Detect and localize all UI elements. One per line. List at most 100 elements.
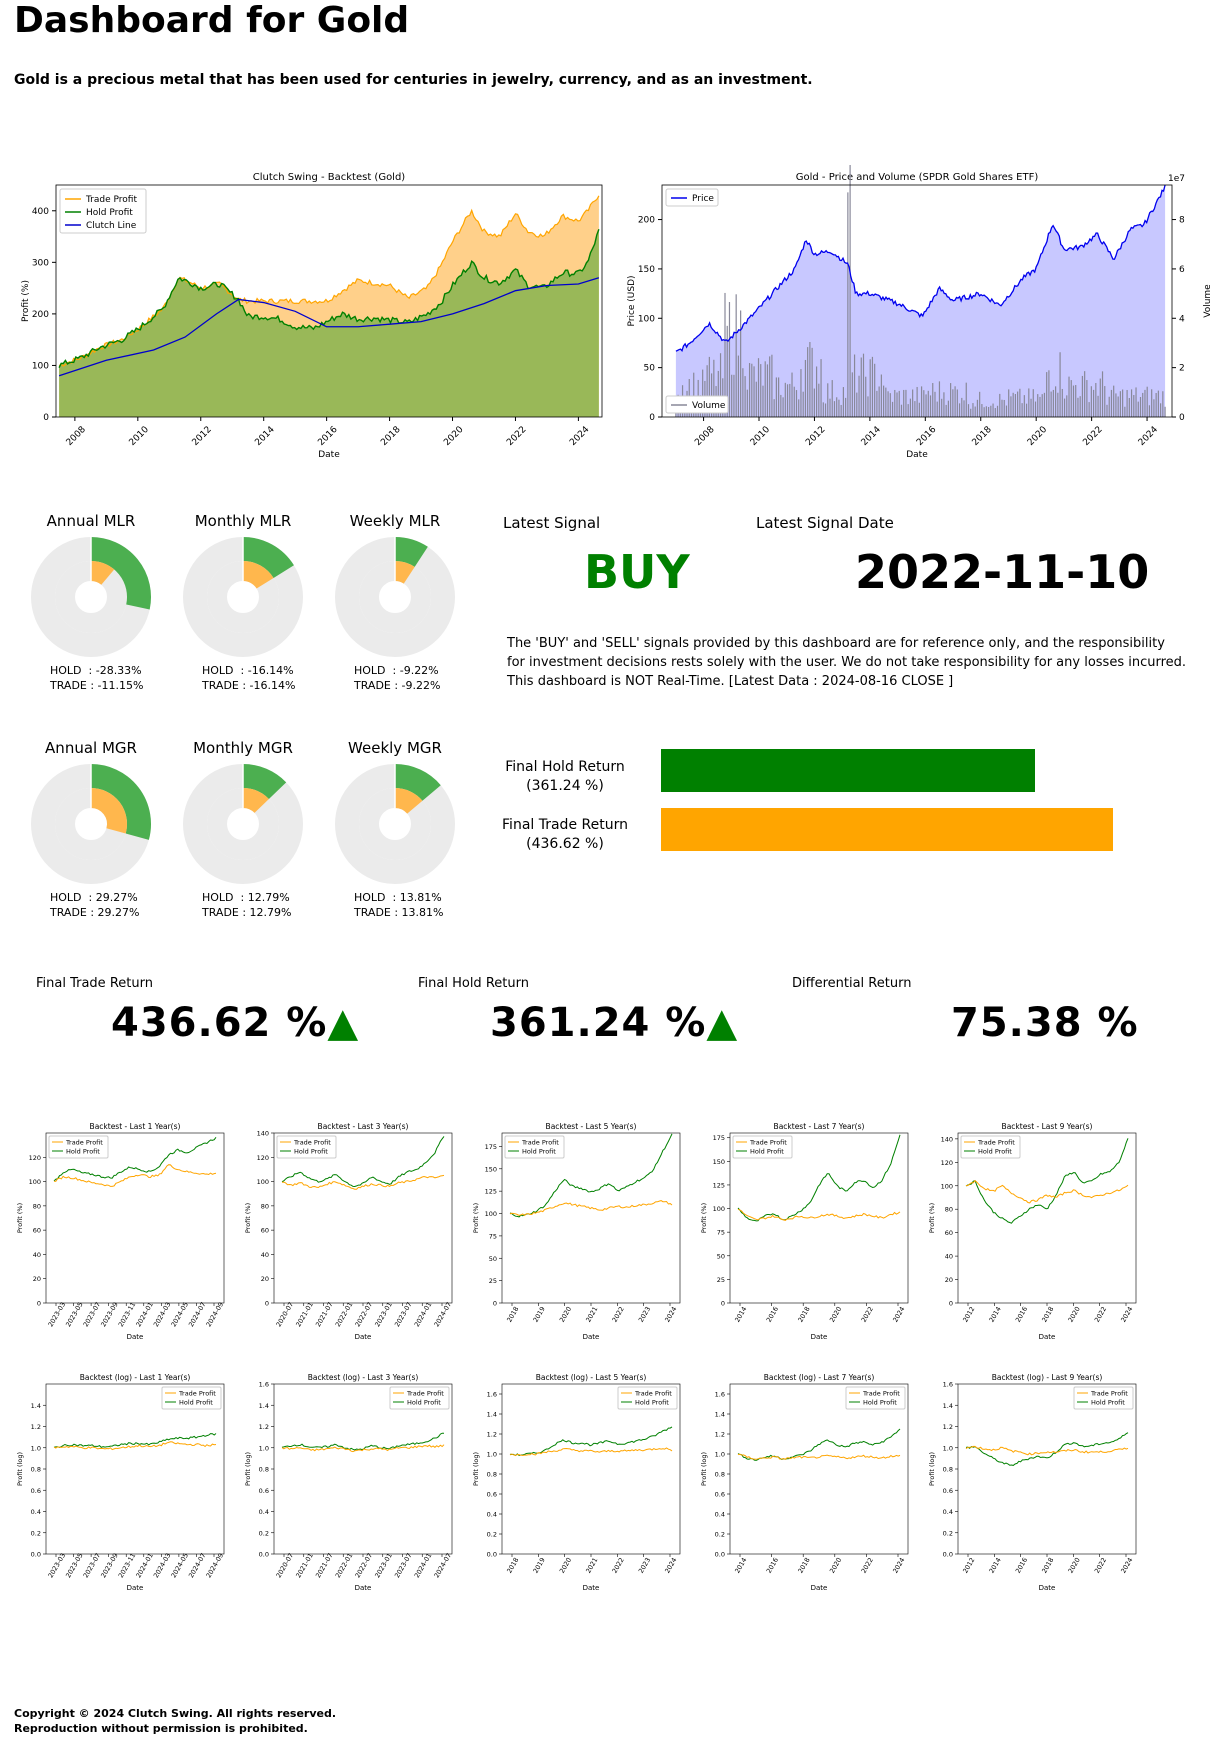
disclaimer-line: This dashboard is NOT Real-Time. [Latest… <box>507 674 954 689</box>
legend-box <box>732 1135 793 1159</box>
small-backtest-chart: Backtest (log) - Last 5 Year(s) 0.0 0.2 0.4… <box>472 1373 681 1592</box>
plot-frame <box>661 184 1173 418</box>
y-tick-label: 400 <box>32 207 49 217</box>
y-tick-label: 1.4 <box>31 1402 41 1410</box>
gauge-ring-chart <box>183 764 303 884</box>
y-tick-label: 120 <box>941 1159 953 1167</box>
y-tick-label: 60 <box>261 1227 269 1235</box>
chart-title: Backtest (log) - Last 9 Year(s) <box>992 1373 1103 1382</box>
y-tick-label: 0.8 <box>943 1466 953 1474</box>
y-tick-label: 0.4 <box>31 1508 41 1516</box>
gauge-card: Annual MLR HOLD : -28.33% TRADE : -11.15% <box>30 512 152 693</box>
x-tick-label: 2023 <box>637 1556 652 1574</box>
hold-profit-line <box>53 1136 217 1182</box>
trade-profit-line <box>53 1164 217 1187</box>
y-tick-label: 0.0 <box>715 1551 725 1559</box>
trade-ring-arc <box>394 788 423 815</box>
y-tick-label: 100 <box>32 361 49 371</box>
gauge-card: Monthly MGR HOLD : 12.79% TRADE : 12.79% <box>182 739 304 920</box>
y-tick-label: 1.2 <box>487 1431 497 1439</box>
hold-ring-arc <box>90 537 151 610</box>
x-axis-label: Date <box>355 1333 372 1341</box>
trade-profit-line <box>509 1447 673 1457</box>
legend-label: Trade Profit <box>977 1139 1015 1147</box>
small-backtest-chart: Backtest - Last 5 Year(s) 0 25 50 75 100 125 15… <box>472 1122 681 1341</box>
x-tick-label: 2021 <box>584 1305 599 1323</box>
x-axis-label: Date <box>811 1584 828 1592</box>
up-arrow-icon: ▲ <box>706 1000 739 1046</box>
y-tick-label: 0.8 <box>259 1466 269 1474</box>
x-tick-label: 2012 <box>804 425 827 448</box>
page-title: Dashboard for Gold <box>14 0 410 41</box>
y-tick-label: 0.2 <box>943 1529 953 1537</box>
y-tick-label: 1.2 <box>715 1431 725 1439</box>
x-axis-label: Date <box>1039 1333 1056 1341</box>
chart-title: Backtest - Last 5 Year(s) <box>546 1122 637 1131</box>
x-tick-label: 2024 <box>891 1305 906 1323</box>
y-axis-label: Profit (log) <box>244 1452 252 1486</box>
x-tick-label: 2020 <box>828 1305 843 1323</box>
y-axis-label: Price (USD) <box>627 275 637 326</box>
y-tick-label: 25 <box>717 1276 725 1284</box>
y-tick-label: 100 <box>638 314 655 324</box>
disclaimer-line: The 'BUY' and 'SELL' signals provided by… <box>507 636 1165 651</box>
legend-label: Hold Profit <box>978 1148 1012 1156</box>
gauge-ring-chart <box>335 537 455 657</box>
trade-profit-line <box>58 195 600 367</box>
small-backtest-chart: Backtest (log) - Last 7 Year(s) 0.0 0.2 0.4… <box>700 1373 909 1592</box>
legend-label: Hold Profit <box>86 208 133 218</box>
legend-label: Trade Profit <box>749 1139 787 1147</box>
y-tick-label: 100 <box>485 1210 497 1218</box>
y-tick-label: 1.6 <box>487 1391 497 1399</box>
x-tick-label: 2018 <box>505 1556 520 1574</box>
hold-ring-arc <box>394 764 441 802</box>
price-line <box>675 184 1166 352</box>
legend-label: Trade Profit <box>85 195 137 205</box>
gauge-card: Weekly MLR HOLD : -9.22% TRADE : -9.22% <box>334 512 456 693</box>
legend-label: Volume <box>692 401 726 411</box>
small-backtest-chart: Backtest - Last 7 Year(s) 0 25 50 75 100 125 15… <box>700 1122 909 1341</box>
x-tick-label: 2018 <box>505 1305 520 1323</box>
gauge-title: Annual MGR <box>45 739 137 757</box>
legend-label: Hold Profit <box>66 1148 100 1156</box>
x-tick-label: 2024 <box>1137 425 1160 448</box>
gauge-trade-stat: TRADE : -16.14% <box>202 679 296 692</box>
y-axis-label: Profit (%) <box>700 1203 708 1233</box>
gauge-ring-chart <box>31 537 151 657</box>
x-tick-label: 2020 <box>442 425 465 448</box>
y-tick-label: 1.0 <box>259 1444 269 1452</box>
chart-title: Backtest (log) - Last 7 Year(s) <box>764 1373 875 1382</box>
price-volume-chart: Gold - Price and Volume (SPDR Gold Share… <box>627 165 1213 460</box>
x-tick-label: 2010 <box>128 425 151 448</box>
y-tick-label: 100 <box>257 1178 269 1186</box>
latest-signal-label: Latest Signal <box>503 514 601 532</box>
trade-profit-line <box>737 1453 901 1460</box>
legend-box <box>665 188 719 207</box>
gauge-stats: HOLD : 29.27% TRADE : 29.27% <box>30 890 152 920</box>
gauge-stats: HOLD : -28.33% TRADE : -11.15% <box>30 663 152 693</box>
disclaimer-text: The 'BUY' and 'SELL' signals provided by… <box>507 634 1187 691</box>
x-tick-label: 2016 <box>1014 1305 1029 1323</box>
y-tick-label: 0.0 <box>487 1551 497 1559</box>
x-tick-label: 2012 <box>961 1556 976 1574</box>
y-tick-label: 0.2 <box>259 1529 269 1537</box>
y-tick-label: 0.6 <box>487 1491 497 1499</box>
hold-return-pct: (361.24 %) <box>526 778 604 794</box>
y-tick-label: 0.4 <box>715 1511 725 1519</box>
y-tick-label: 0.8 <box>487 1471 497 1479</box>
metric-value-hold: 361.24 %▲ <box>490 1000 738 1046</box>
legend-box <box>845 1386 906 1410</box>
x-tick-label: 2024 <box>1119 1556 1134 1574</box>
trade-return-pct: (436.62 %) <box>526 836 604 852</box>
y-tick-label: 125 <box>713 1181 725 1189</box>
volume-legend: Volume <box>665 395 729 414</box>
y-tick-label: 80 <box>261 1202 269 1210</box>
y-tick-label: 0.4 <box>943 1508 953 1516</box>
plot-frame <box>729 1383 909 1555</box>
y-tick-label: 1.6 <box>715 1391 725 1399</box>
y-tick-label: 0 <box>37 1300 41 1308</box>
